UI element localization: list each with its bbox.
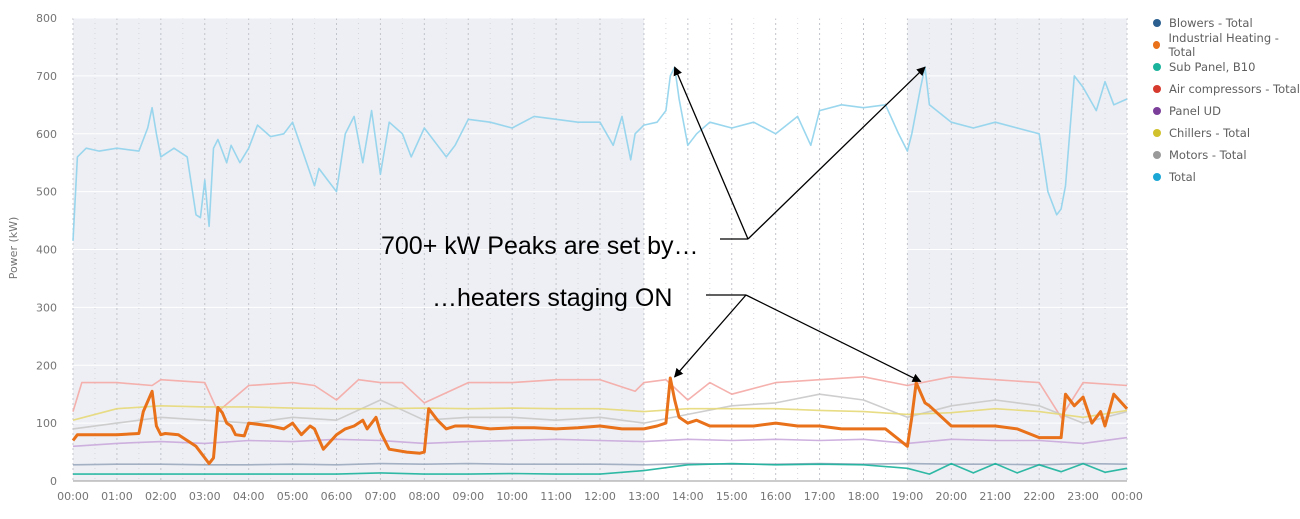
legend-item[interactable]: Panel UD [1150,100,1300,122]
x-tick-label: 02:00 [145,490,177,503]
x-tick-label: 21:00 [979,490,1011,503]
x-tick-label: 22:00 [1023,490,1055,503]
x-tick-label: 17:00 [804,490,836,503]
y-axis-label: Power (kW) [7,217,20,280]
legend-label: Panel UD [1169,104,1221,118]
legend-marker [1153,129,1161,137]
legend-item[interactable]: Industrial Heating - Total [1150,31,1300,59]
legend-label: Sub Panel, B10 [1169,60,1256,74]
x-tick-label: 20:00 [935,490,967,503]
y-tick-label: 500 [36,186,57,199]
legend-marker [1153,151,1161,159]
legend-item[interactable]: Air compressors - Total [1150,78,1300,100]
y-tick-label: 200 [36,359,57,372]
legend-marker [1153,41,1161,49]
x-tick-label: 14:00 [672,490,704,503]
x-tick-label: 01:00 [101,490,133,503]
annotation-arrow [673,66,749,240]
legend-marker [1153,107,1161,115]
x-tick-label: 04:00 [233,490,265,503]
x-tick-label: 23:00 [1067,490,1099,503]
legend-item[interactable]: Total [1150,166,1300,188]
y-tick-label: 0 [50,475,57,488]
x-tick-label: 05:00 [277,490,309,503]
legend-item[interactable]: Motors - Total [1150,144,1300,166]
series-line-total [72,66,1128,241]
series-line-air-compressors-total [72,375,1128,419]
x-tick-label: 03:00 [189,490,221,503]
series-line-industrial-heating-total [71,376,1129,466]
x-tick-label: 00:00 [1111,490,1143,503]
legend-label: Motors - Total [1169,148,1247,162]
legend-marker [1153,63,1161,71]
legend-item[interactable]: Blowers - Total [1150,12,1300,34]
legend: Blowers - Total Industrial Heating - Tota… [1150,12,1300,188]
legend-item[interactable]: Sub Panel, B10 [1150,56,1300,78]
legend-label: Chillers - Total [1169,126,1251,140]
series-line-sub-panel-b10 [73,462,1128,475]
legend-label: Blowers - Total [1169,16,1253,30]
x-tick-label: 13:00 [628,490,660,503]
y-tick-label: 700 [36,70,57,83]
annotation-arrow [674,294,747,378]
legend-marker [1153,19,1161,27]
legend-marker [1153,173,1161,181]
legend-label: Total [1169,170,1196,184]
x-tick-label: 08:00 [408,490,440,503]
y-tick-label: 600 [36,128,57,141]
x-tick-label: 19:00 [892,490,924,503]
y-tick-label: 100 [36,417,57,430]
series-line-panel-ud [72,436,1128,448]
series-line-chillers-total [72,404,1128,421]
x-tick-label: 18:00 [848,490,880,503]
y-tick-label: 800 [36,12,57,25]
x-tick-label: 11:00 [540,490,572,503]
x-tick-label: 16:00 [760,490,792,503]
y-tick-label: 300 [36,301,57,314]
y-tick-label: 400 [36,244,57,257]
legend-item[interactable]: Chillers - Total [1150,122,1300,144]
legend-label: Air compressors - Total [1169,82,1300,96]
legend-marker [1153,85,1161,93]
x-tick-label: 07:00 [365,490,397,503]
annotation-peaks: 700+ kW Peaks are set by… [381,232,699,260]
legend-label: Industrial Heating - Total [1168,31,1279,59]
annotation-arrow [745,294,922,383]
annotation-arrow [747,66,926,240]
x-tick-label: 09:00 [452,490,484,503]
x-tick-label: 10:00 [496,490,528,503]
x-tick-label: 12:00 [584,490,616,503]
annotation-heaters: …heaters staging ON [432,284,673,312]
x-tick-label: 15:00 [716,490,748,503]
x-tick-label: 00:00 [57,490,89,503]
x-tick-label: 06:00 [321,490,353,503]
